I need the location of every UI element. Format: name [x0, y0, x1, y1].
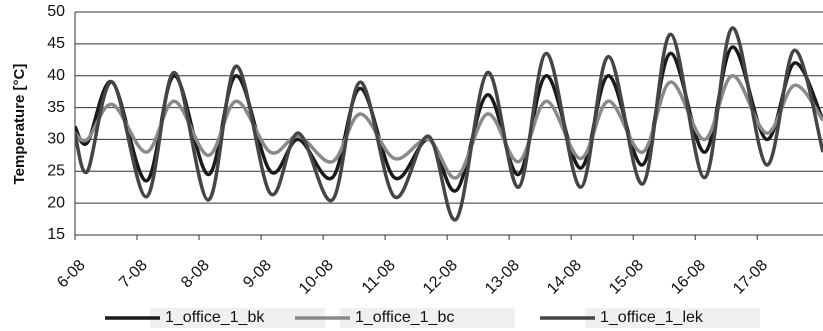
- y-axis-title: Temperature [°C]: [11, 64, 28, 185]
- y-tick-label: 40: [47, 67, 65, 84]
- x-tick-label: 9-08: [240, 257, 275, 292]
- legend-background: [150, 308, 325, 328]
- x-tick-label: 10-08: [296, 257, 337, 298]
- x-tick-label: 16-08: [668, 257, 709, 298]
- y-tick-label: 30: [47, 131, 65, 148]
- x-tick-label: 13-08: [482, 257, 523, 298]
- legend-label: 1_office_1_bc: [355, 309, 454, 326]
- series-line: [75, 73, 823, 180]
- x-tick-label: 12-08: [420, 257, 461, 298]
- y-tick-label: 25: [47, 163, 65, 180]
- x-tick-label: 17-08: [730, 257, 771, 298]
- x-tick-label: 11-08: [359, 257, 399, 297]
- y-tick-label: 20: [47, 194, 65, 211]
- x-tick-label: 14-08: [544, 257, 585, 298]
- legend-label: 1_office_1_bk: [165, 309, 265, 326]
- legend-background: [340, 308, 515, 328]
- legend-label: 1_office_1_lek: [600, 309, 704, 326]
- series-line: [75, 26, 823, 222]
- y-tick-label: 45: [47, 35, 65, 52]
- x-tick-label: 6-08: [54, 257, 89, 292]
- y-tick-label: 15: [47, 226, 65, 243]
- y-tick-label: 50: [47, 3, 65, 20]
- legend-background: [585, 308, 760, 328]
- y-tick-label: 35: [47, 99, 65, 116]
- x-tick-label: 7-08: [116, 257, 151, 292]
- x-tick-label: 15-08: [606, 257, 647, 298]
- plot-area: [75, 26, 823, 222]
- x-tick-label: 8-08: [178, 257, 213, 292]
